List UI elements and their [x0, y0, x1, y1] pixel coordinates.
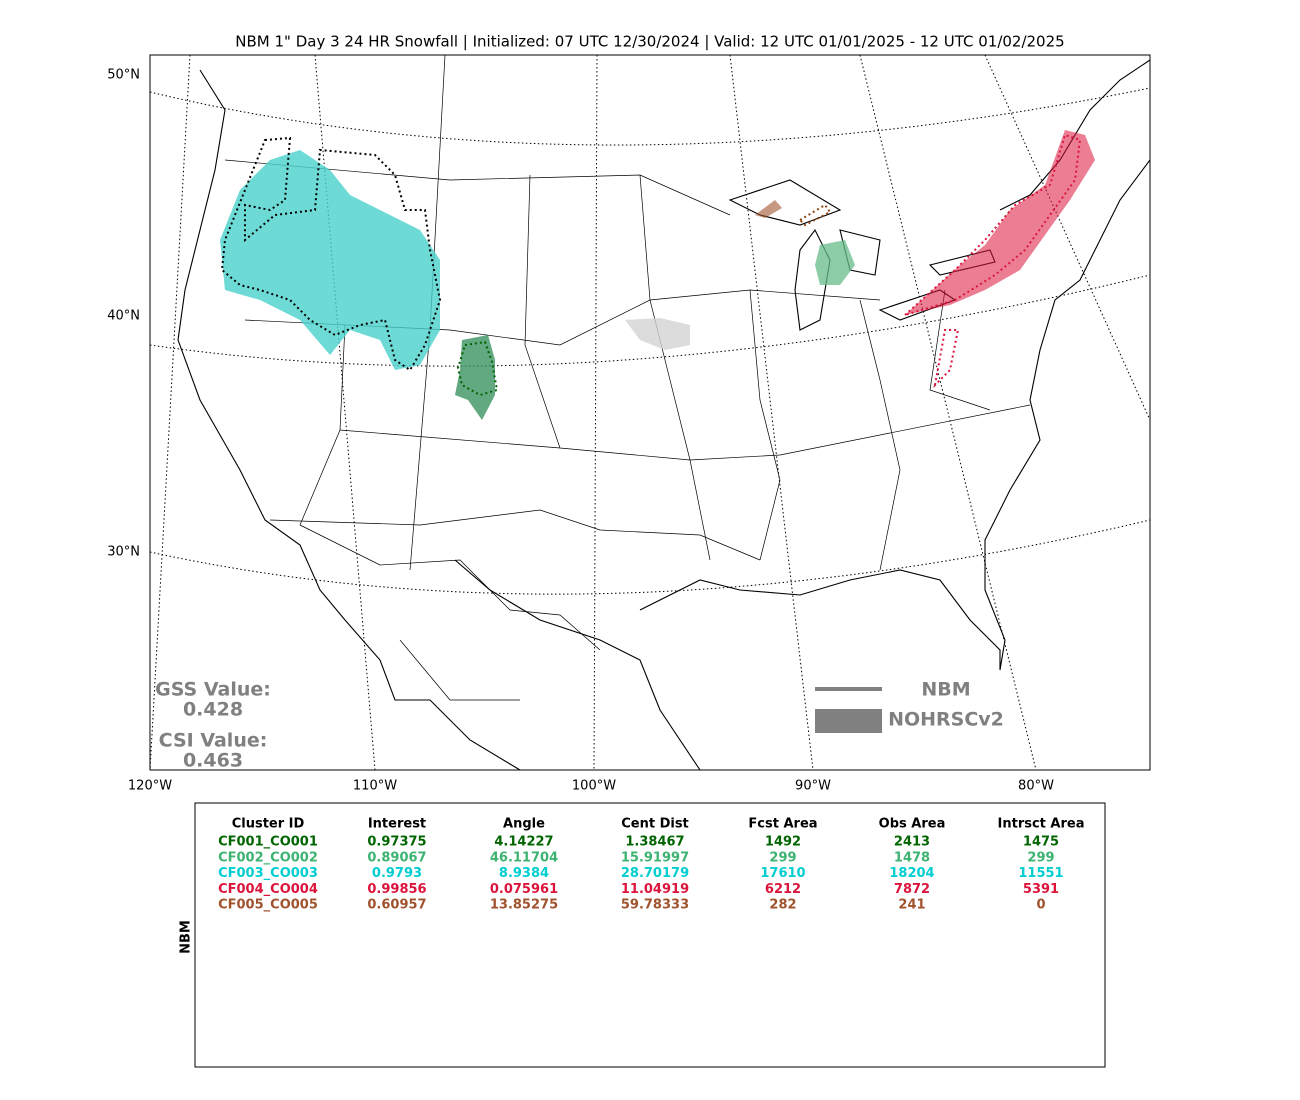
- column-header: Interest: [368, 817, 426, 832]
- table-cell: CF005_CO005: [218, 898, 318, 913]
- table-cell: 15.91997: [621, 850, 689, 865]
- meridian: [859, 55, 1037, 770]
- lon-label: 80°W: [1018, 779, 1054, 794]
- meridian: [984, 55, 1150, 421]
- column-header: Intrsct Area: [998, 817, 1085, 832]
- table-cell: 11.04919: [621, 882, 689, 897]
- table-cell: 17610: [760, 866, 805, 881]
- fcst-outline: [904, 133, 1082, 388]
- lat-label: 40°N: [107, 309, 140, 324]
- table-cell: 59.78333: [621, 898, 689, 913]
- obs-area: [455, 335, 495, 420]
- table-cell: 241: [898, 898, 925, 913]
- gss-label: GSS Value:: [155, 679, 271, 701]
- table-cell: CF001_CO001: [218, 835, 318, 850]
- parallel: [150, 274, 1150, 367]
- table-cell: 8.9384: [499, 866, 549, 881]
- table-cell: 13.85275: [490, 898, 558, 913]
- table-cell: 1492: [765, 835, 801, 850]
- table-cell: 1478: [894, 850, 930, 865]
- table-cell: 1475: [1023, 835, 1059, 850]
- meridian: [150, 55, 191, 770]
- table-cell: 299: [769, 850, 796, 865]
- column-header: Obs Area: [879, 817, 946, 832]
- csi-value: 0.463: [183, 750, 243, 772]
- table-cell: CF004_CO004: [218, 882, 318, 897]
- mexico-borders: [299, 524, 601, 701]
- column-header: Cluster ID: [232, 817, 305, 832]
- table-cell: 4.14227: [494, 835, 553, 850]
- legend-label: NBM: [921, 679, 970, 701]
- table-cell: 0: [1036, 898, 1045, 913]
- table-cell: 1.38467: [625, 835, 684, 850]
- csi-label: CSI Value:: [159, 730, 268, 752]
- table-cell: 282: [769, 898, 796, 913]
- table-cell: CF002_CO002: [218, 850, 318, 865]
- table-cell: 7872: [894, 882, 930, 897]
- table-cell: CF003_CO003: [218, 866, 318, 881]
- lon-label: 110°W: [353, 779, 397, 794]
- legend-swatch: [815, 709, 882, 733]
- lon-label: 120°W: [128, 779, 172, 794]
- table-cell: 46.11704: [490, 850, 558, 865]
- map-title: NBM 1" Day 3 24 HR Snowfall | Initialize…: [235, 33, 1064, 51]
- lat-label: 30°N: [107, 545, 140, 560]
- parallel: [150, 87, 1150, 146]
- great-lakes: [728, 179, 996, 331]
- table-side-label: NBM: [179, 920, 194, 954]
- obs-area: [625, 318, 690, 350]
- table-cell: 0.97375: [367, 835, 426, 850]
- column-header: Fcst Area: [748, 817, 817, 832]
- table-cell: 0.075961: [490, 882, 558, 897]
- obs-area: [755, 200, 782, 218]
- table-cell: 0.99856: [367, 882, 426, 897]
- column-header: Angle: [503, 817, 545, 832]
- table-cell: 0.60957: [367, 898, 426, 913]
- obs-area: [220, 150, 440, 370]
- table-cell: 2413: [894, 835, 930, 850]
- coastline: [177, 59, 1150, 770]
- lat-label: 50°N: [107, 68, 140, 83]
- obs-area: [905, 130, 1095, 315]
- table-cell: 18204: [889, 866, 934, 881]
- gss-value: 0.428: [183, 699, 243, 721]
- table-cell: 0.89067: [367, 850, 426, 865]
- table-frame: [194, 802, 1106, 1068]
- map: GSS Value: 0.428 CSI Value: 0.463 NBM NO…: [107, 54, 1151, 794]
- table-cell: 28.70179: [621, 866, 689, 881]
- stats-table: NBM Cluster ID Interest Angle Cent Dist Fcst…: [179, 802, 1106, 1068]
- column-header: Cent Dist: [621, 817, 689, 832]
- table-cell: 6212: [765, 882, 801, 897]
- table-cell: 0.9793: [372, 866, 422, 881]
- lon-label: 90°W: [795, 779, 831, 794]
- table-cell: 5391: [1023, 882, 1059, 897]
- lon-label: 100°W: [572, 779, 616, 794]
- table-cell: 11551: [1018, 866, 1063, 881]
- obs-area: [815, 240, 855, 285]
- fcst-outline: [220, 136, 442, 372]
- legend-label: NOHRSCv2: [888, 709, 1004, 731]
- table-cell: 299: [1027, 850, 1054, 865]
